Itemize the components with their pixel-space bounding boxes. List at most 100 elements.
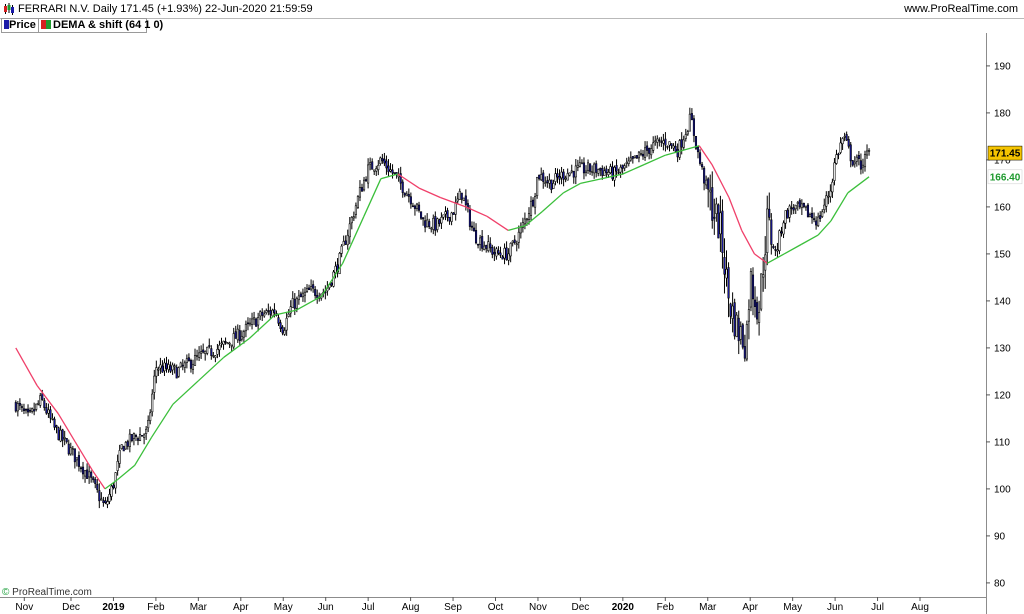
candle <box>737 317 740 342</box>
candle <box>591 170 594 173</box>
candle <box>191 363 195 370</box>
candle <box>760 273 763 310</box>
x-tick-label: Aug <box>402 602 420 613</box>
candle <box>564 177 567 180</box>
candle <box>214 355 217 358</box>
candle <box>472 227 476 232</box>
candle <box>481 236 484 249</box>
y-tick-label: 120 <box>994 390 1011 401</box>
dema-segment <box>622 164 645 175</box>
x-tick-label: 2020 <box>612 602 635 613</box>
candle <box>138 434 142 441</box>
site-link[interactable]: www.ProRealTime.com <box>904 3 1018 15</box>
copyright-icon: © <box>2 587 10 598</box>
legend-dema-label: DEMA & shift (64 1 0) <box>53 19 164 31</box>
candle <box>607 172 610 176</box>
candle <box>800 203 803 209</box>
candle <box>847 139 850 147</box>
last-price-value: 171.45 <box>990 149 1021 160</box>
candle <box>35 403 38 410</box>
dema-segment <box>440 196 467 208</box>
candle <box>305 287 309 292</box>
candle <box>47 409 50 414</box>
candle <box>116 460 119 471</box>
dema-segment <box>766 253 785 264</box>
candle <box>780 231 783 234</box>
price-swatch-icon <box>4 20 9 29</box>
x-tick-label: Mar <box>699 602 717 613</box>
candle <box>489 243 492 249</box>
legend-price[interactable]: Price <box>1 18 42 33</box>
candle <box>387 165 390 173</box>
candle <box>525 218 528 221</box>
candle <box>181 364 184 367</box>
candle <box>863 153 867 168</box>
candle <box>674 145 677 152</box>
candle <box>334 265 337 274</box>
candle <box>747 309 750 322</box>
candle <box>316 294 319 298</box>
candle <box>540 174 543 181</box>
dema-segment <box>74 441 93 471</box>
candle <box>749 271 752 308</box>
x-tick-label: Jul <box>871 602 884 613</box>
dema-segment <box>711 164 730 198</box>
x-tick-label: Mar <box>190 602 208 613</box>
candle <box>597 169 600 174</box>
candle <box>41 393 44 400</box>
candle <box>698 152 702 164</box>
candle <box>804 205 807 208</box>
candle <box>745 324 748 360</box>
candle <box>273 309 276 313</box>
candle <box>670 143 673 147</box>
candle <box>536 176 539 197</box>
x-tick-label: Feb <box>147 602 165 613</box>
candle <box>635 155 638 159</box>
dema-segment <box>15 347 38 386</box>
candle <box>383 158 386 164</box>
candle <box>75 457 78 461</box>
candle <box>228 342 231 345</box>
candle <box>22 408 26 411</box>
candle <box>599 168 602 171</box>
candle <box>696 146 700 153</box>
candle <box>198 352 201 358</box>
legend-dema[interactable]: DEMA & shift (64 1 0) <box>38 18 163 33</box>
candle <box>31 408 34 412</box>
candle <box>505 247 508 261</box>
candle <box>155 367 158 377</box>
candle <box>45 407 48 414</box>
candle <box>126 441 129 447</box>
dema-segment <box>508 225 526 232</box>
dema-segment <box>248 314 276 339</box>
plot-area[interactable] <box>0 33 986 597</box>
candle <box>289 306 292 314</box>
last-price-badge <box>987 145 1023 161</box>
candle <box>554 173 557 182</box>
candle <box>550 179 553 190</box>
candle <box>568 172 571 176</box>
candle <box>853 161 856 165</box>
x-tick-label: Nov <box>529 602 547 613</box>
candle <box>859 160 862 170</box>
candle <box>721 210 724 254</box>
candle <box>593 163 596 174</box>
instrument-title: FERRARI N.V. Daily 171.45 (+1.93%) 22-Ju… <box>18 3 313 15</box>
candle <box>835 154 838 164</box>
candle <box>340 245 343 254</box>
candle <box>772 246 775 249</box>
candle <box>187 357 190 362</box>
candle <box>196 355 199 357</box>
candle <box>71 448 74 450</box>
candle <box>717 204 720 239</box>
x-tick-label: Oct <box>488 602 504 613</box>
candle <box>768 208 771 218</box>
candle <box>77 455 80 467</box>
candle <box>303 291 307 296</box>
candle <box>426 219 429 228</box>
candle <box>521 222 524 228</box>
candle <box>778 230 781 251</box>
candle <box>438 219 441 224</box>
dema-segment <box>486 215 509 231</box>
